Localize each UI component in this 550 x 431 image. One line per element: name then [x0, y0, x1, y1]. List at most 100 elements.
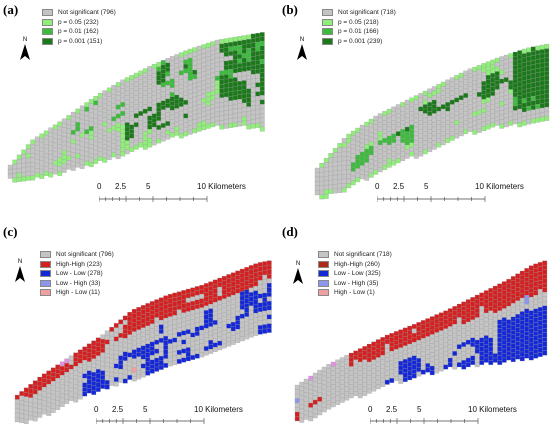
map-cell — [223, 83, 229, 89]
map-cell — [445, 138, 451, 143]
legend-label: High-High (260) — [334, 260, 380, 268]
map-cell — [519, 302, 525, 308]
map-cell — [203, 314, 209, 320]
map-cell — [262, 310, 268, 316]
map-cell — [133, 135, 139, 141]
map-cell — [149, 314, 155, 320]
map-cell — [48, 132, 54, 137]
map-cell — [14, 408, 20, 414]
map-cell — [519, 342, 525, 348]
map-cell — [82, 369, 88, 374]
map-cell — [508, 89, 514, 95]
map-cell — [217, 291, 223, 297]
map-cell — [314, 190, 320, 196]
map-cell — [357, 348, 363, 354]
map-cell — [368, 154, 374, 160]
map-cell — [237, 45, 243, 50]
map-cell — [348, 370, 354, 376]
map-cell — [50, 408, 56, 413]
map-cell — [530, 109, 536, 115]
map-cell — [512, 51, 518, 57]
map-cell — [508, 62, 514, 68]
map-cell — [517, 108, 523, 114]
map-cell — [196, 50, 202, 56]
map-cell — [499, 110, 505, 116]
map-cell — [422, 144, 428, 150]
map-cell — [237, 76, 243, 82]
map-cell — [140, 336, 146, 342]
map-cell — [517, 59, 523, 65]
map-cell — [39, 174, 45, 179]
map-cell — [111, 107, 117, 113]
map-cell — [373, 147, 379, 153]
map-cell — [237, 67, 243, 73]
map-cell — [463, 115, 469, 121]
map-cell — [61, 145, 67, 151]
map-cell — [93, 131, 99, 137]
map-cell — [104, 380, 110, 385]
map-cell — [106, 150, 112, 156]
map-cell — [39, 142, 45, 148]
map-cell — [55, 364, 61, 370]
map-cell — [413, 117, 419, 123]
map-cell — [391, 142, 397, 148]
map-cell — [115, 91, 121, 97]
map-cell — [212, 297, 218, 303]
map-cell — [145, 357, 151, 363]
map-cell — [515, 314, 521, 319]
map-cell — [113, 377, 119, 382]
map-cell — [52, 169, 58, 175]
map-cell — [140, 318, 146, 324]
map-cell — [183, 77, 189, 83]
map-cell — [465, 339, 471, 345]
map-cell — [68, 373, 74, 379]
map-cell — [537, 302, 543, 308]
map-cell — [255, 82, 261, 88]
map-cell — [158, 324, 164, 330]
map-cell — [535, 99, 541, 105]
map-cell — [506, 301, 512, 307]
map-cell — [542, 350, 548, 356]
map-cell — [508, 53, 514, 59]
map-cell — [73, 388, 79, 394]
map-cell — [136, 343, 142, 348]
map-cell — [312, 413, 318, 419]
map-cell — [232, 86, 238, 92]
map-cell — [501, 326, 507, 332]
map-cell — [443, 319, 449, 325]
map-cell — [409, 97, 415, 103]
map-cell — [185, 311, 191, 317]
map-cell — [544, 106, 550, 112]
map-cell — [539, 89, 545, 95]
map-cell — [16, 154, 22, 160]
map-cell — [124, 149, 130, 155]
map-cell — [210, 77, 216, 83]
map-cell — [118, 319, 124, 325]
map-cell — [530, 60, 536, 65]
map-cell — [93, 154, 99, 160]
map-cell — [187, 116, 193, 122]
map-cell — [454, 79, 460, 85]
map-cell — [337, 152, 343, 157]
map-cell — [427, 97, 433, 103]
map-cell — [196, 45, 202, 51]
map-cell — [321, 384, 327, 390]
map-cell — [111, 143, 117, 149]
map-cell — [86, 370, 92, 376]
map-cell — [517, 68, 523, 74]
map-cell — [312, 399, 318, 405]
map-cell — [149, 310, 155, 316]
legend-label: p = 0.001 (239) — [338, 37, 383, 45]
map-cell — [440, 140, 446, 146]
map-cell — [106, 110, 112, 115]
map-cell — [510, 303, 516, 309]
map-cell — [214, 93, 220, 99]
map-cell — [528, 310, 534, 316]
map-cell — [389, 333, 395, 338]
map-cell — [452, 364, 458, 370]
map-cell — [237, 117, 243, 122]
map-cell — [485, 110, 491, 116]
map-cell — [330, 384, 336, 390]
map-cell — [443, 346, 449, 352]
scale-bar: 0 2.5 5 10 Kilometers — [375, 182, 525, 212]
